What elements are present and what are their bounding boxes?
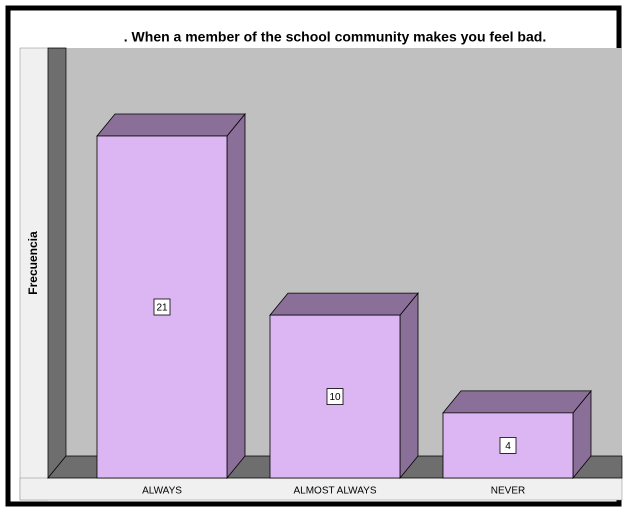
chart-title: . When a member of the school community … [124,29,546,45]
value-label-box [499,437,517,454]
x-tick-label: ALWAYS [142,486,182,497]
bar-top [96,113,246,137]
value-label: 10 [329,392,341,403]
bar-top [442,390,592,414]
bar-side [399,292,419,480]
value-label-box [153,298,171,316]
x-tick-label: ALMOST ALWAYS [294,486,377,497]
value-label: 21 [156,303,168,314]
bar-side [226,112,246,480]
value-label-box [326,388,344,405]
x-tick-label: NEVER [491,486,525,497]
side-wall [47,47,67,479]
bar [269,292,419,480]
value-label: 4 [505,441,511,452]
bar [96,112,246,480]
bar [442,389,592,480]
axis-panel [19,47,49,501]
y-axis-label: Frecuencia [26,231,40,295]
bar-top [269,292,419,316]
